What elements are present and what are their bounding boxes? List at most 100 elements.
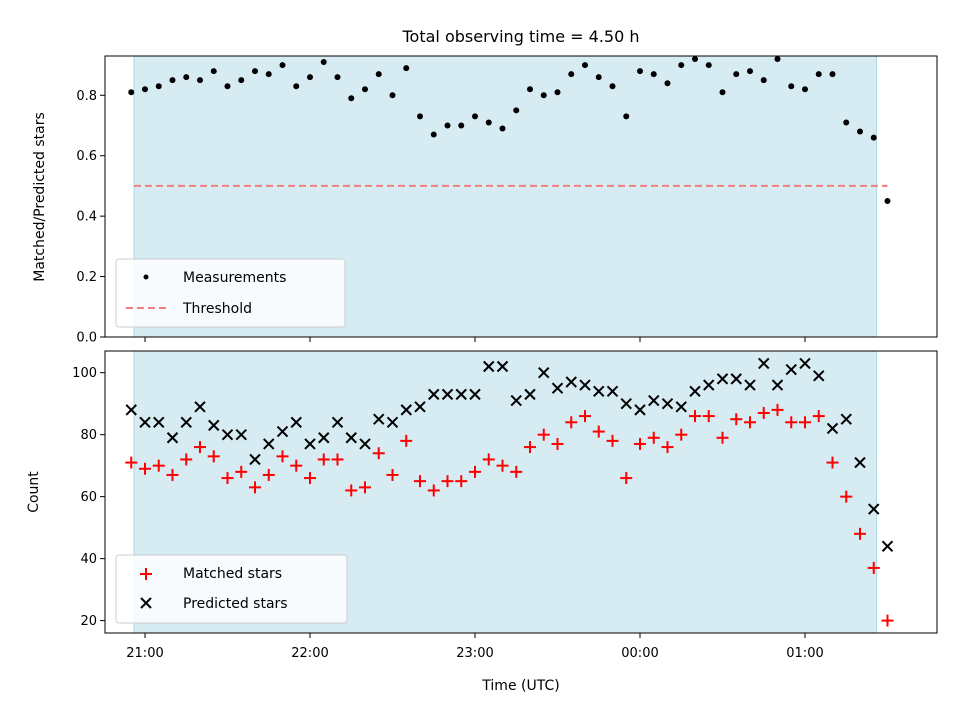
y-tick-label: 60	[80, 490, 97, 505]
predicted-stars-points	[125, 357, 894, 552]
predicted-star-point	[799, 357, 811, 370]
measurement-point	[733, 71, 740, 78]
predicted-star-point	[785, 363, 797, 376]
predicted-star-point	[235, 428, 247, 441]
measurement-point	[513, 107, 520, 114]
predicted-star-point	[496, 360, 509, 373]
predicted-star-point	[675, 401, 687, 413]
predicted-star-point	[730, 373, 742, 385]
predicted-star-point	[139, 416, 151, 428]
measurement-point	[719, 89, 726, 96]
matched-stars-points	[125, 403, 894, 627]
matched-star-point	[400, 434, 413, 447]
predicted-star-point	[359, 438, 371, 450]
matched-star-point	[317, 453, 330, 466]
y-tick-label: 0.4	[76, 210, 97, 225]
measurement-point	[582, 62, 588, 69]
predicted-star-point	[345, 432, 357, 444]
x-tick-label: 01:00	[786, 646, 823, 661]
measurement-point	[403, 65, 410, 72]
matched-star-point	[854, 527, 866, 540]
measurement-point	[609, 83, 616, 90]
predicted-star-point	[813, 370, 825, 382]
predicted-star-point	[400, 404, 412, 416]
predicted-star-point	[304, 438, 316, 450]
matched-star-point	[249, 481, 261, 494]
predicted-star-point	[166, 432, 179, 444]
predicted-star-point	[648, 394, 660, 407]
matched-star-point	[634, 437, 646, 450]
matched-star-point	[194, 441, 206, 454]
measurement-point	[870, 134, 877, 141]
predicted-star-point	[579, 379, 591, 391]
matched-star-point	[125, 456, 138, 469]
matched-star-point	[482, 453, 495, 466]
count-legend: Matched stars Predicted stars	[115, 554, 348, 624]
measurement-point	[238, 77, 245, 84]
matched-star-point	[427, 484, 440, 497]
matched-legend-label: Matched stars	[183, 566, 282, 582]
predicted-star-point	[551, 382, 564, 394]
measurement-point	[857, 128, 863, 135]
matched-star-point	[537, 428, 550, 441]
measurement-point	[430, 131, 437, 138]
matched-star-point	[166, 468, 179, 481]
matched-star-point	[579, 410, 591, 423]
measurement-point	[664, 80, 671, 87]
matched-star-point	[785, 416, 798, 429]
matched-star-point	[716, 431, 729, 444]
matched-star-point	[359, 481, 371, 494]
measurement-point	[568, 71, 575, 78]
predicted-star-point	[593, 385, 605, 397]
predicted-star-point	[194, 401, 206, 413]
measurement-point	[540, 92, 547, 99]
measurement-point	[210, 68, 217, 75]
y-tick-label: 100	[72, 366, 97, 381]
measurement-point	[197, 77, 203, 84]
measurement-point	[142, 86, 148, 93]
matched-star-point	[799, 416, 811, 429]
measurement-point	[128, 89, 135, 96]
measurements-legend-marker	[143, 274, 149, 280]
measurement-point	[829, 71, 836, 78]
y-tick-label: 80	[80, 428, 97, 443]
measurement-point	[802, 86, 808, 93]
y-tick-label: 0.8	[76, 89, 97, 104]
predicted-star-point	[290, 416, 302, 428]
measurement-point	[554, 89, 561, 96]
measurement-point	[155, 83, 162, 90]
measurement-point	[458, 122, 465, 129]
predicted-star-point	[221, 428, 234, 441]
predicted-star-point	[606, 385, 619, 397]
predicted-star-point	[263, 438, 275, 450]
measurement-point	[527, 86, 533, 93]
predicted-star-point	[634, 404, 646, 416]
predicted-star-point	[208, 419, 220, 432]
measurement-point	[788, 83, 795, 90]
predicted-star-point	[483, 360, 495, 373]
x-axis-label: Time (UTC)	[481, 678, 559, 694]
count-legend-box	[115, 554, 348, 624]
predicted-star-point	[414, 401, 426, 413]
predicted-star-point	[153, 416, 165, 428]
x-tick-label: 22:00	[291, 646, 328, 661]
x-tick-label: 23:00	[456, 646, 493, 661]
measurement-point	[637, 68, 643, 75]
measurement-point	[485, 119, 492, 126]
measurement-point	[747, 68, 753, 75]
measurement-point	[320, 59, 327, 66]
matched-star-point	[689, 410, 701, 423]
measurement-point	[843, 119, 850, 126]
matched-star-point	[139, 462, 151, 475]
matched-star-point	[647, 431, 660, 444]
matched-star-point	[551, 437, 564, 450]
matched-legend-marker	[140, 568, 152, 580]
measurement-point	[307, 74, 313, 81]
measurement-point	[252, 68, 258, 75]
y-tick-label: 0.2	[76, 270, 97, 285]
predicted-star-point	[510, 394, 522, 407]
matched-star-point	[606, 434, 619, 447]
measurement-point	[183, 74, 190, 81]
y-tick-label: 0.6	[76, 149, 97, 164]
